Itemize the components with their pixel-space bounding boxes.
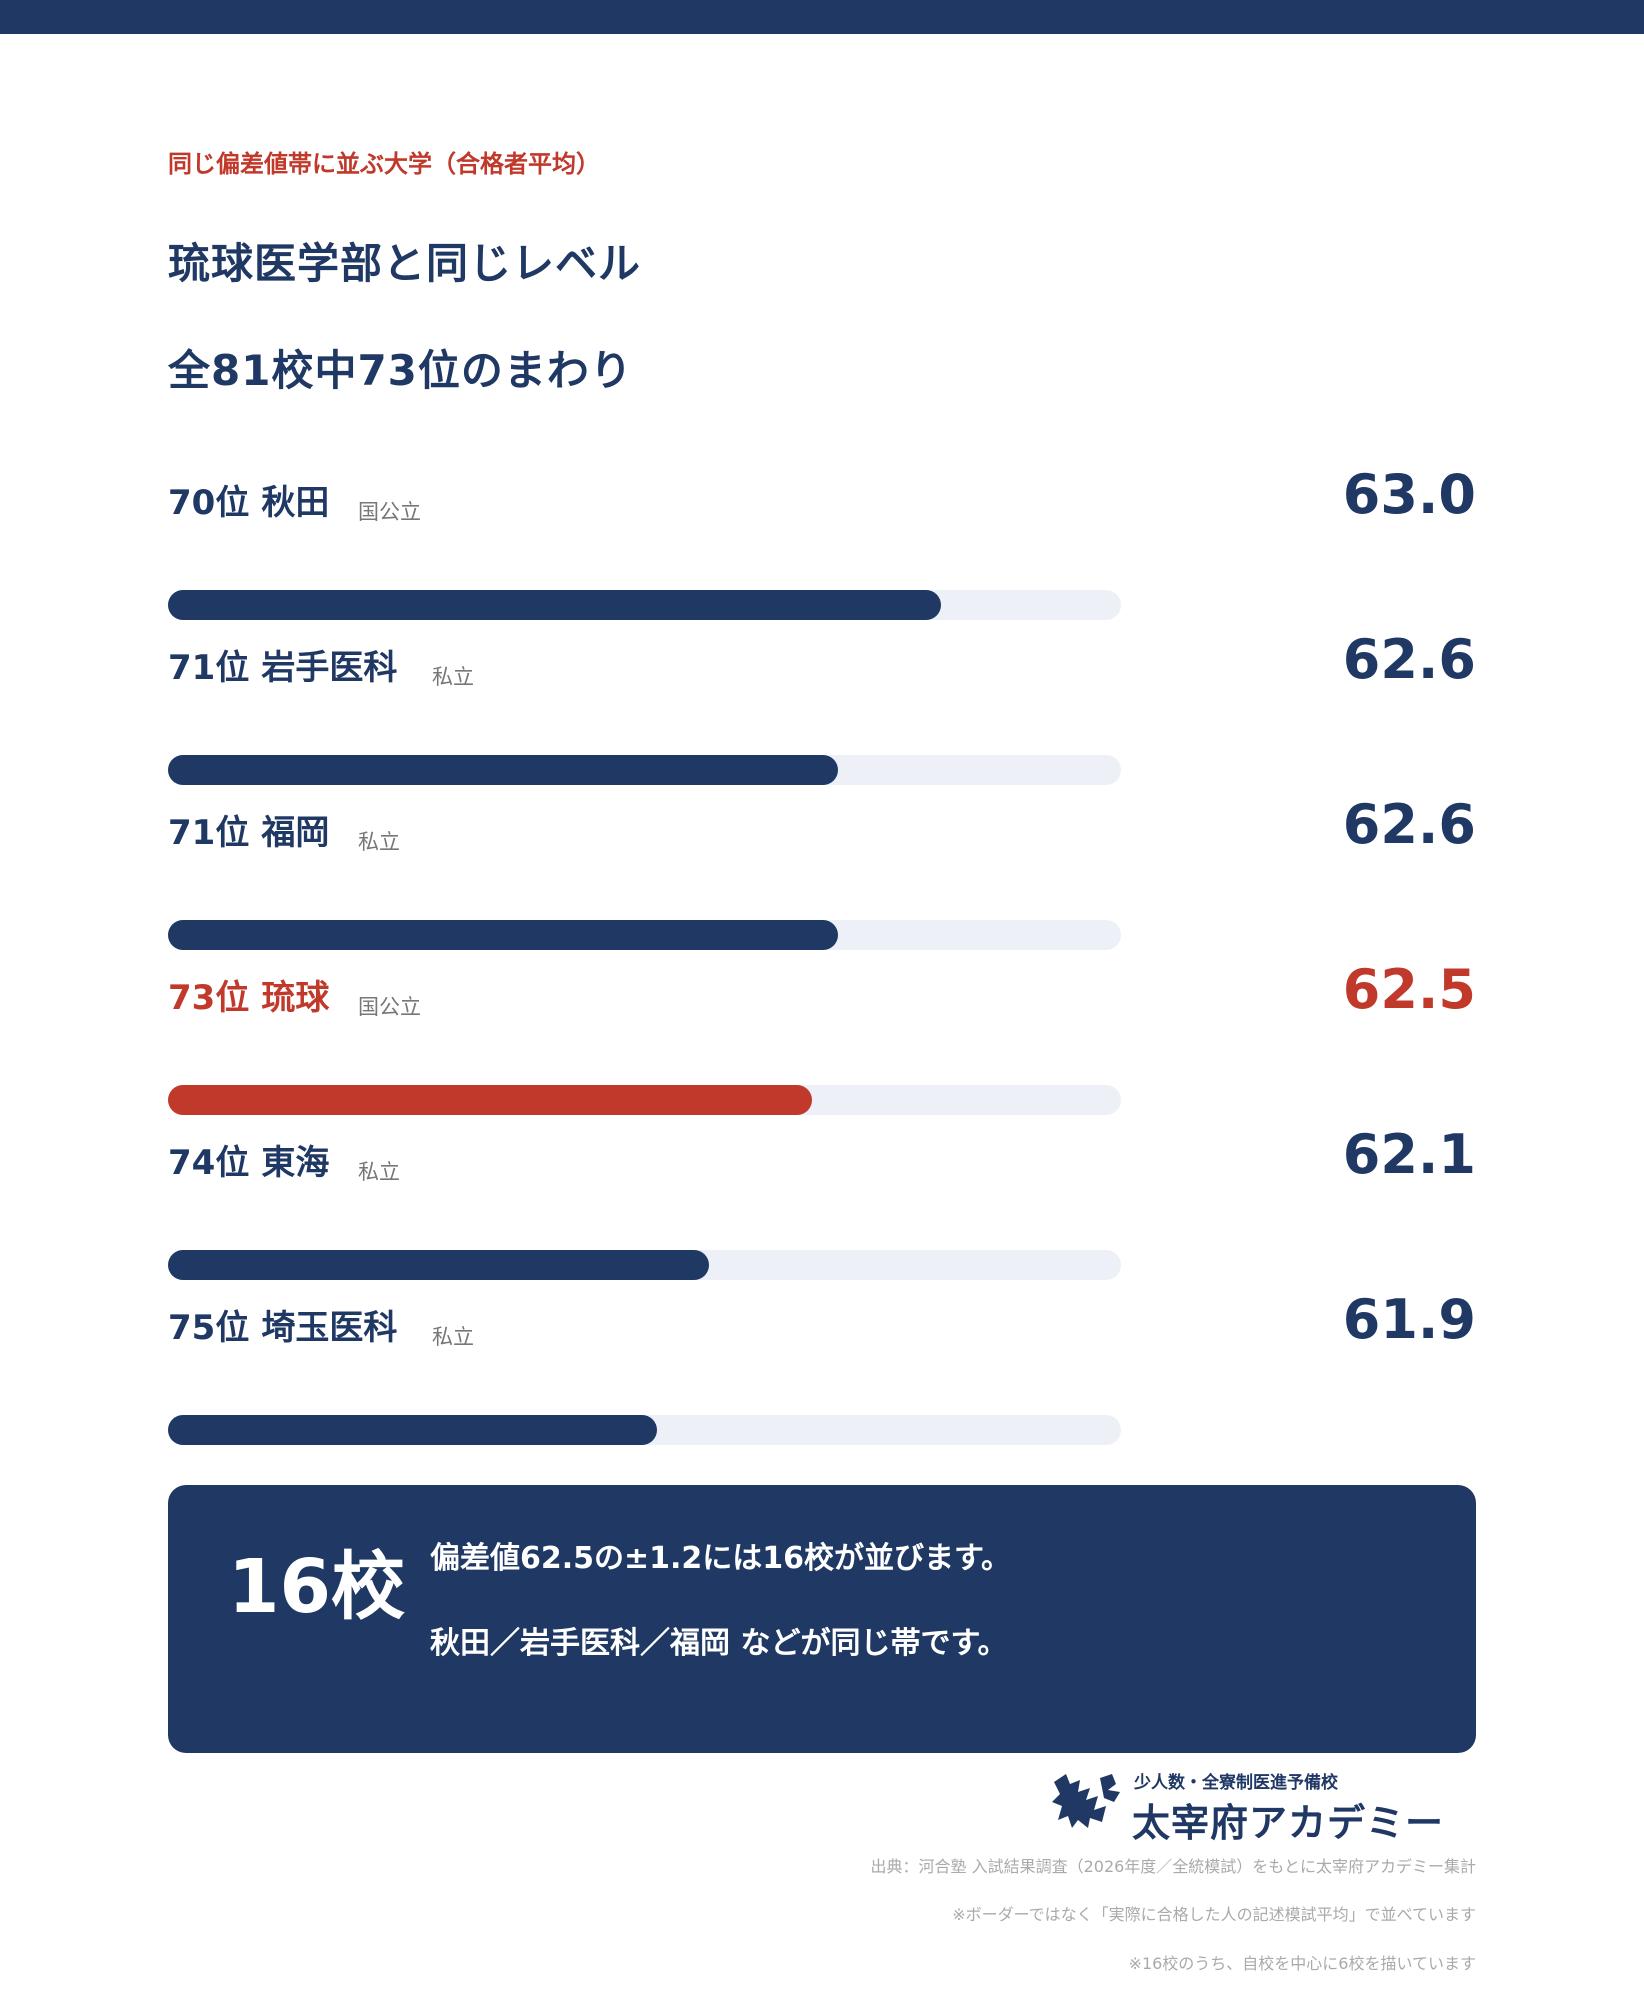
row-rank: 71位 <box>168 813 250 853</box>
top-bar <box>0 0 1644 34</box>
bar-track <box>168 920 1121 950</box>
row-school-type: 私立 <box>432 665 474 689</box>
row-label: 74位 東海 <box>168 1135 329 1184</box>
row-value: 62.6 <box>1342 793 1476 856</box>
row-school-name: 東海 <box>261 1143 330 1183</box>
bar-fill <box>168 1415 658 1445</box>
footnote-1: ※ボーダーではなく「実際に合格した人の記述模試平均」で並べています <box>952 1905 1476 1924</box>
row-label: 71位 福岡 <box>168 805 329 854</box>
bar-track <box>168 1250 1121 1280</box>
summary-count: 16校 <box>228 1544 405 1630</box>
row-rank: 74位 <box>168 1143 250 1183</box>
summary-line-2: 秋田／岩手医科／福岡 などが同じ帯です。 <box>430 1626 1008 1661</box>
row-school-name: 福岡 <box>261 813 330 853</box>
row-rank: 75位 <box>168 1308 250 1348</box>
bar-fill <box>168 755 838 785</box>
bar-fill <box>168 1250 709 1280</box>
row-label: 70位 秋田 <box>168 475 329 524</box>
row-value: 62.5 <box>1342 958 1476 1021</box>
logo-tagline: 少人数・全寮制医進予備校 <box>1134 1773 1338 1793</box>
logo-mark-icon <box>1052 1774 1120 1828</box>
summary-line-1: 偏差値62.5の±1.2には16校が並びます。 <box>430 1541 1012 1576</box>
row-value: 62.6 <box>1342 628 1476 691</box>
row-school-type: 国公立 <box>358 995 421 1019</box>
footnote-2: ※16校のうち、自校を中心に6校を描いています <box>1128 1954 1476 1973</box>
row-rank: 70位 <box>168 483 250 523</box>
source-note: 出典：河合塾 入試結果調査（2026年度／全統模試）をもとに太宰府アカデミー集計 <box>870 1857 1477 1876</box>
bar-track <box>168 1085 1121 1115</box>
row-label: 71位 岩手医科 <box>168 640 397 689</box>
bar-track <box>168 590 1121 620</box>
row-school-name: 岩手医科 <box>261 648 398 688</box>
page-subtitle: 全81校中73位のまわり <box>168 346 633 395</box>
row-school-name: 埼玉医科 <box>261 1308 398 1348</box>
bar-fill <box>168 590 941 620</box>
row-rank: 71位 <box>168 648 250 688</box>
row-school-type: 私立 <box>432 1325 474 1349</box>
bar-track <box>168 1415 1121 1445</box>
logo-name: 太宰府アカデミー <box>1132 1800 1445 1845</box>
row-school-name: 琉球 <box>261 978 330 1018</box>
row-value: 63.0 <box>1342 463 1476 526</box>
bar-fill <box>168 920 838 950</box>
row-school-name: 秋田 <box>261 483 330 523</box>
row-value: 62.1 <box>1342 1123 1476 1186</box>
row-label: 75位 埼玉医科 <box>168 1300 397 1349</box>
summary-card: 16校 偏差値62.5の±1.2には16校が並びます。 秋田／岩手医科／福岡 な… <box>168 1485 1476 1753</box>
academy-logo: 少人数・全寮制医進予備校 太宰府アカデミー <box>1050 1768 1476 1845</box>
row-school-type: 私立 <box>358 830 400 854</box>
page-title: 琉球医学部と同じレベル <box>168 239 642 288</box>
bar-fill <box>168 1085 812 1115</box>
row-value: 61.9 <box>1342 1288 1476 1351</box>
row-school-type: 私立 <box>358 1160 400 1184</box>
eyebrow-label: 同じ偏差値帯に並ぶ大学（合格者平均） <box>168 150 600 178</box>
row-school-type: 国公立 <box>358 500 421 524</box>
row-label: 73位 琉球 <box>168 970 329 1019</box>
bar-track <box>168 755 1121 785</box>
row-rank: 73位 <box>168 978 250 1018</box>
